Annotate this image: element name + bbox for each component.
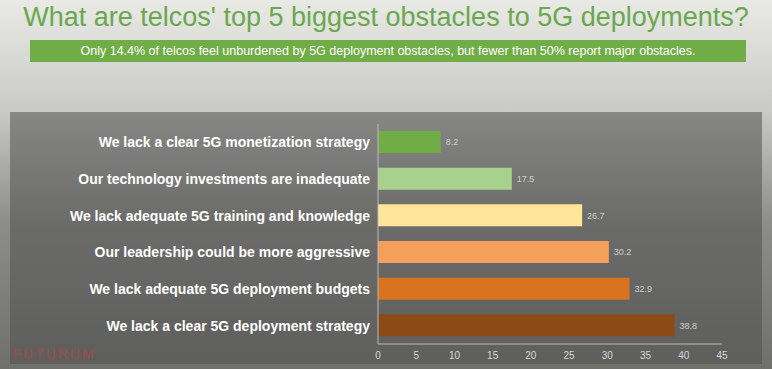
html-text:Only 14.4% of telcos feel unbu: Only 14.4% of telcos feel unburdened by … bbox=[80, 44, 696, 58]
svg-text:8.2: 8.2 bbox=[446, 137, 459, 147]
svg-text:We lack adequate 5G deployment: We lack adequate 5G deployment budgets bbox=[89, 281, 370, 297]
svg-text:38.8: 38.8 bbox=[680, 321, 698, 331]
svg-text:We lack adequate 5G training a: We lack adequate 5G training and knowled… bbox=[70, 208, 370, 224]
html-text:What are telcos' top 5 biggest: What are telcos' top 5 biggest obstacles… bbox=[23, 2, 749, 32]
svg-text:Our leadership could be more a: Our leadership could be more aggressive bbox=[95, 244, 371, 260]
svg-text:35: 35 bbox=[640, 350, 652, 361]
svg-text:45: 45 bbox=[716, 350, 728, 361]
svg-text:Our technology investments are: Our technology investments are inadequat… bbox=[78, 171, 370, 187]
svg-text:32.9: 32.9 bbox=[635, 284, 653, 294]
svg-text:0: 0 bbox=[375, 350, 381, 361]
svg-text:We lack a clear 5G deployment: We lack a clear 5G deployment strategy bbox=[106, 318, 370, 334]
svg-text:25: 25 bbox=[564, 350, 576, 361]
svg-text:We lack a clear 5G monetizatio: We lack a clear 5G monetization strategy bbox=[99, 134, 371, 150]
svg-text:20: 20 bbox=[525, 350, 537, 361]
svg-text:17.5: 17.5 bbox=[517, 174, 535, 184]
html-text:FUTURUM: FUTURUM bbox=[12, 346, 96, 362]
svg-text:30.2: 30.2 bbox=[614, 247, 632, 257]
svg-text:5: 5 bbox=[413, 350, 419, 361]
svg-text:30: 30 bbox=[602, 350, 614, 361]
svg-text:40: 40 bbox=[678, 350, 690, 361]
svg-text:15: 15 bbox=[487, 350, 499, 361]
svg-text:26.7: 26.7 bbox=[587, 211, 605, 221]
svg-text:10: 10 bbox=[449, 350, 461, 361]
